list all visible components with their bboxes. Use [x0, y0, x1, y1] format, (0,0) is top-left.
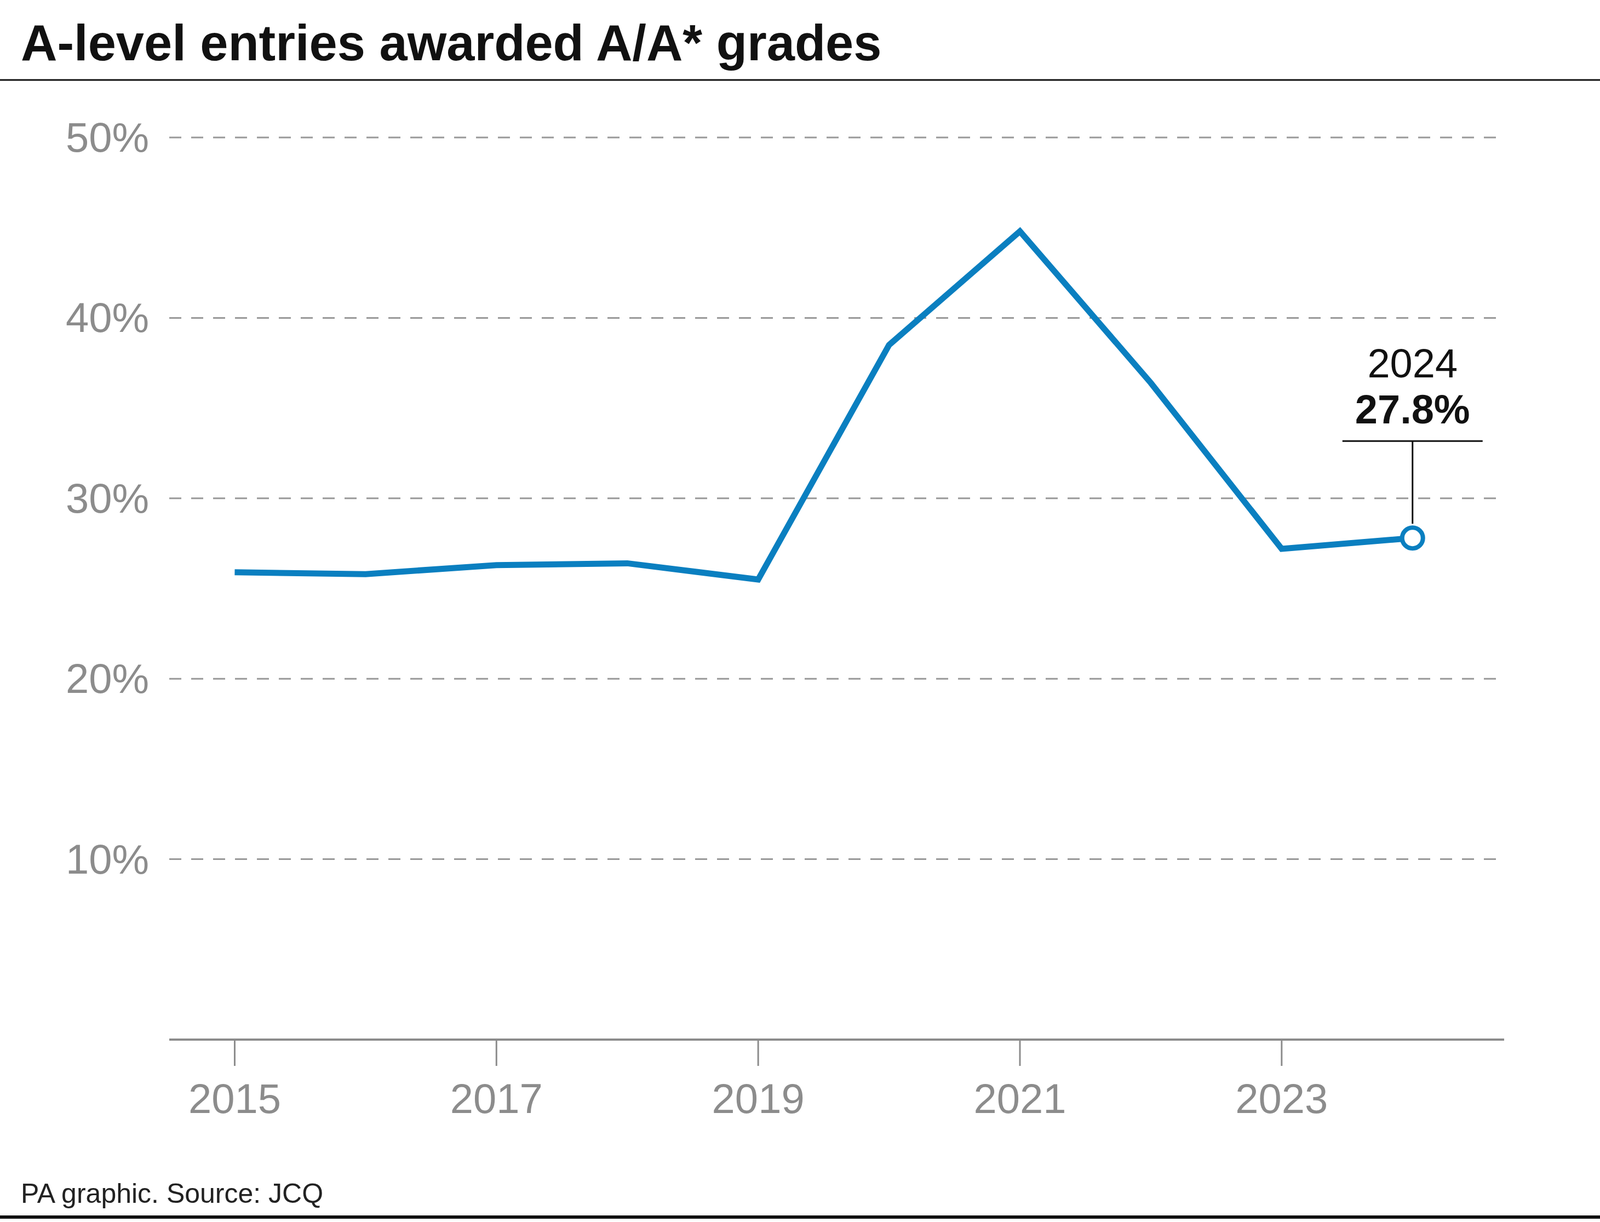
title: A-level entries awarded A/A* grades [20, 14, 882, 71]
y-tick-label: 10% [65, 835, 149, 883]
bottom-rule [0, 1215, 1600, 1219]
grid-line [169, 858, 1505, 860]
x-tick-label: 2017 [450, 1075, 543, 1122]
annotation-rule [1342, 440, 1483, 443]
x-tick [1280, 1039, 1283, 1066]
x-tick [233, 1039, 236, 1066]
annotation-leader [1411, 440, 1414, 524]
annotation-heading: 2024 [1367, 340, 1458, 387]
x-tick [757, 1039, 760, 1066]
data-line [234, 231, 1413, 580]
grid-line [169, 678, 1505, 680]
annotation-text: 27.8% [1355, 386, 1471, 433]
plot-area [234, 231, 1423, 580]
x-tick-label: 2021 [973, 1075, 1066, 1122]
x-axis [169, 1038, 1505, 1041]
x-tick-label: 2015 [188, 1075, 281, 1122]
x-tick-label: 2023 [1235, 1075, 1328, 1122]
y-tick-label: 50% [65, 113, 149, 161]
x-tick [495, 1039, 498, 1066]
x-tick [1018, 1039, 1021, 1066]
y-tick-label: 30% [65, 474, 149, 522]
y-tick-label: 20% [65, 655, 149, 702]
x-tick-label: 2019 [712, 1075, 805, 1122]
source: PA graphic. Source: JCQ [20, 1178, 324, 1209]
grid-line [169, 497, 1505, 500]
end-marker [1402, 527, 1424, 549]
y-tick-label: 40% [65, 294, 149, 341]
chart: A-level entries awarded A/A* grades PA gr… [0, 0, 1600, 1222]
grid-line [169, 136, 1505, 139]
grid-line [169, 317, 1505, 319]
top-rule [0, 79, 1600, 82]
